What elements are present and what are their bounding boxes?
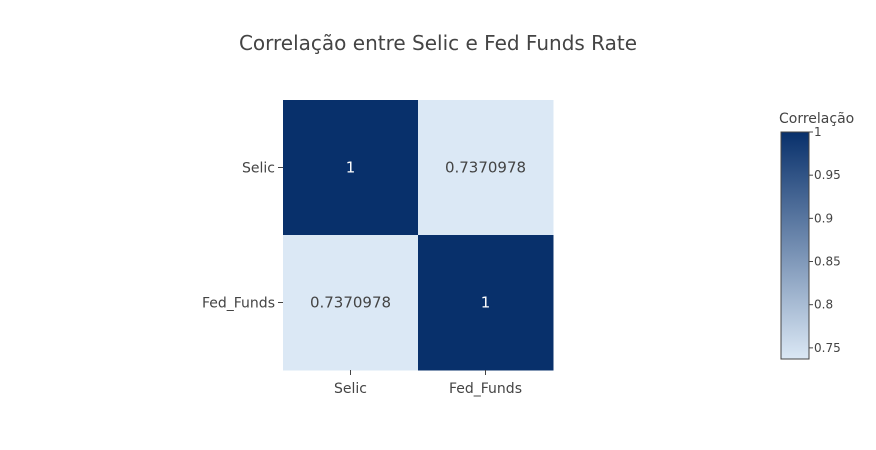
y-axis-tick-label: Fed_Funds [202,296,275,312]
x-axis-tick-label: Selic [334,381,367,397]
x-axis-tick-label: Fed_Funds [449,381,522,397]
colorbar-ticks: 1 0.95 0.9 0.85 0.8 0.75 [809,125,841,355]
heatmap-cell [283,100,419,236]
chart-title: Correlação entre Selic e Fed Funds Rate [239,31,637,55]
heatmap-cell [283,235,419,371]
heatmap-cell-label: 0.7370978 [310,294,391,312]
colorbar-tick-label: 0.85 [814,255,841,269]
colorbar-tick-label: 0.95 [814,168,841,182]
x-axis: Selic Fed_Funds [334,370,522,397]
heatmap-cell-label: 1 [481,294,491,312]
heatmap-cell-label: 0.7370978 [445,159,526,177]
heatmap-cell [418,235,554,371]
colorbar-gradient [780,131,810,360]
y-axis: Selic Fed_Funds [202,161,283,312]
colorbar: Correlação 1 0.95 0.9 0.85 0.8 0.75 [779,111,854,360]
heatmap-cell-labels: 1 0.7370978 0.7370978 1 [310,159,526,312]
colorbar-tick-label: 0.9 [814,211,833,225]
heatmap-cells [283,100,554,371]
colorbar-tick-label: 0.75 [814,341,841,355]
heatmap-cell-label: 1 [346,159,356,177]
colorbar-title: Correlação [779,111,854,127]
y-axis-tick-label: Selic [242,161,275,177]
colorbar-tick-label: 1 [814,125,822,139]
heatmap-cell [418,100,554,236]
colorbar-tick-label: 0.8 [814,298,833,312]
